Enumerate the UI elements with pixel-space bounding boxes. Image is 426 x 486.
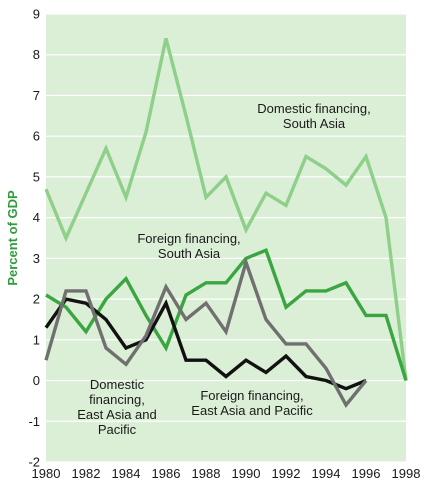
y-tick-label: 1 [33, 332, 40, 347]
annotation-foreign-east-asia: Foreign financing, East Asia and Pacific [191, 388, 313, 418]
x-tick-label: 1994 [312, 466, 341, 481]
x-axis-tick-labels: 1980 1982 1984 1986 1988 1990 1992 1994 1996 1998 [32, 466, 421, 481]
y-tick-label: -2 [28, 455, 40, 470]
series-line-0 [44, 37, 408, 381]
annotation-line: East Asia and Pacific [191, 403, 313, 418]
annotation-line: Pacific [98, 422, 137, 437]
y-tick-label: 8 [33, 47, 40, 62]
y-axis-tick-labels: -2 -1 0 1 2 3 4 5 6 7 8 9 [28, 7, 40, 470]
annotation-line: South Asia [283, 116, 346, 131]
x-tick-label: 1998 [392, 466, 421, 481]
annotation-line: South Asia [158, 246, 221, 261]
series-line-2 [44, 297, 367, 391]
y-tick-label: 9 [33, 7, 40, 22]
y-tick-label: 7 [33, 88, 40, 103]
x-tick-label: 1984 [112, 466, 141, 481]
annotation-line: Domestic financing, [257, 101, 370, 116]
x-tick-label: 1996 [352, 466, 381, 481]
y-tick-label: 2 [33, 292, 40, 307]
annotation-domestic-east-asia: Domestic financing, East Asia and Pacific [77, 377, 157, 437]
annotation-line: Foreign financing, [137, 231, 240, 246]
annotation-line: financing, [89, 392, 145, 407]
series-line-1 [45, 247, 408, 381]
annotation-foreign-south-asia: Foreign financing, South Asia [137, 231, 240, 261]
y-tick-label: 3 [33, 251, 40, 266]
x-tick-label: 1982 [72, 466, 101, 481]
x-tick-label: 1988 [192, 466, 221, 481]
gridlines [46, 13, 406, 463]
y-axis-label: Percent of GDP [5, 190, 20, 286]
y-tick-label: -1 [28, 414, 40, 429]
y-tick-label: 0 [33, 373, 40, 388]
x-tick-label: 1990 [232, 466, 261, 481]
x-tick-label: 1986 [152, 466, 181, 481]
x-tick-label: 1980 [32, 466, 61, 481]
y-tick-label: 6 [33, 129, 40, 144]
annotation-line: Foreign financing, [200, 388, 303, 403]
x-tick-label: 1992 [272, 466, 301, 481]
series-line-3 [44, 256, 368, 409]
annotation-line: East Asia and [77, 407, 157, 422]
y-tick-label: 5 [33, 169, 40, 184]
y-tick-label: 4 [33, 210, 40, 225]
annotation-line: Domestic [90, 377, 145, 392]
series-lines [44, 37, 408, 409]
annotation-domestic-south-asia: Domestic financing, South Asia [257, 101, 370, 131]
